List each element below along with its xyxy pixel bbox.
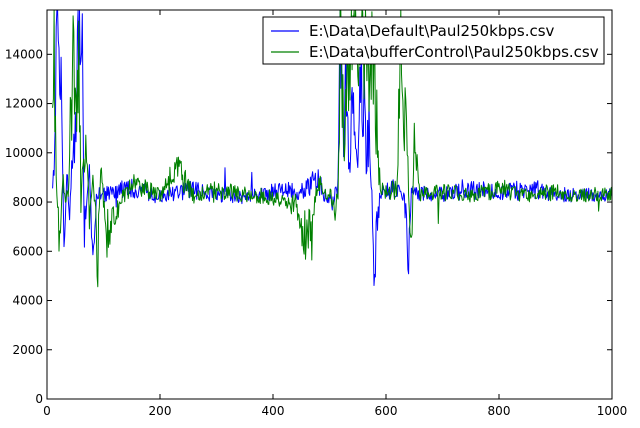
series-layer	[52, 9, 613, 288]
y-tick-label: 2000	[12, 343, 43, 357]
x-tick-label: 600	[375, 404, 398, 418]
y-tick-label: 6000	[12, 244, 43, 258]
y-tick-label: 14000	[5, 47, 43, 61]
x-tick-label: 800	[488, 404, 511, 418]
x-tick-label: 1000	[597, 404, 628, 418]
y-tick-label: 4000	[12, 294, 43, 308]
y-tick-label: 12000	[5, 97, 43, 111]
x-tick-label: 200	[149, 404, 172, 418]
legend: E:\Data\Default\Paul250kbps.csv E:\Data\…	[262, 16, 605, 65]
legend-label-default: E:\Data\Default\Paul250kbps.csv	[309, 22, 555, 40]
y-tick-label: 10000	[5, 146, 43, 160]
legend-box	[262, 16, 605, 65]
legend-label-buffer-control: E:\Data\bufferControl\Paul250kbps.csv	[309, 43, 599, 61]
series-line-buffer-control	[52, 9, 613, 288]
y-tick-label: 0	[35, 392, 43, 406]
x-tick-label: 0	[43, 404, 51, 418]
y-tick-label: 8000	[12, 195, 43, 209]
plot-frame	[46, 9, 613, 400]
ticks-layer: 0 200 400 600 800 100002000400060008000100001…	[5, 10, 627, 418]
x-tick-label: 400	[262, 404, 285, 418]
